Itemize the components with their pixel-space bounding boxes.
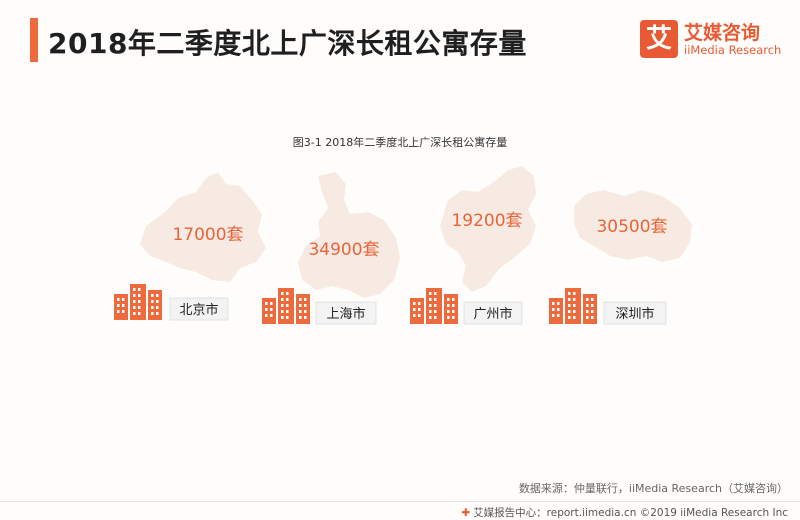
brand-name-en: iiMedia Research — [684, 43, 782, 57]
city-map-shape — [574, 190, 692, 262]
city-label-box — [603, 301, 667, 325]
city-label: 上海市 — [326, 306, 365, 322]
city-map-shape — [140, 172, 266, 282]
title-accent-bar — [30, 18, 38, 62]
brand-name-cn: 艾媒咨询 — [684, 22, 761, 44]
city-value-label: 34900套 — [308, 240, 379, 260]
city-value-label: 30500套 — [596, 217, 667, 237]
page-title: 2018年二季度北上广深长租公寓存量 — [48, 27, 527, 60]
footer-divider — [0, 501, 800, 502]
city-label-box — [463, 301, 523, 325]
buildings-icon — [114, 284, 162, 320]
city-value-label: 19200套 — [451, 211, 522, 231]
brand-logo: 艾 艾媒咨询 iiMedia Research — [640, 18, 790, 62]
buildings-icon — [262, 288, 310, 324]
buildings-icon — [410, 288, 458, 324]
brand-logo-icon: 艾 — [640, 20, 678, 58]
city-label: 深圳市 — [615, 306, 654, 322]
iimedia-logo-icon: ✚ — [461, 507, 471, 519]
city-map-shape — [440, 166, 536, 292]
buildings-icon — [549, 288, 597, 324]
data-source: 数据来源：仲量联行，iiMedia Research（艾媒咨询） — [518, 482, 788, 495]
city-label: 北京市 — [179, 302, 218, 318]
city-label-box — [315, 301, 377, 325]
city-label: 广州市 — [473, 306, 512, 322]
city-value-label: 17000套 — [172, 225, 243, 245]
city-label-box — [169, 297, 229, 321]
chart-title: 图3-1 2018年二季度北上广深长租公寓存量 — [292, 136, 508, 149]
city-map-shape — [298, 172, 400, 298]
footer-text: 艾媒报告中心：report.iimedia.cn ©2019 iiMedia R… — [473, 507, 788, 519]
footer: ✚ 艾媒报告中心：report.iimedia.cn ©2019 iiMedia … — [461, 505, 788, 520]
